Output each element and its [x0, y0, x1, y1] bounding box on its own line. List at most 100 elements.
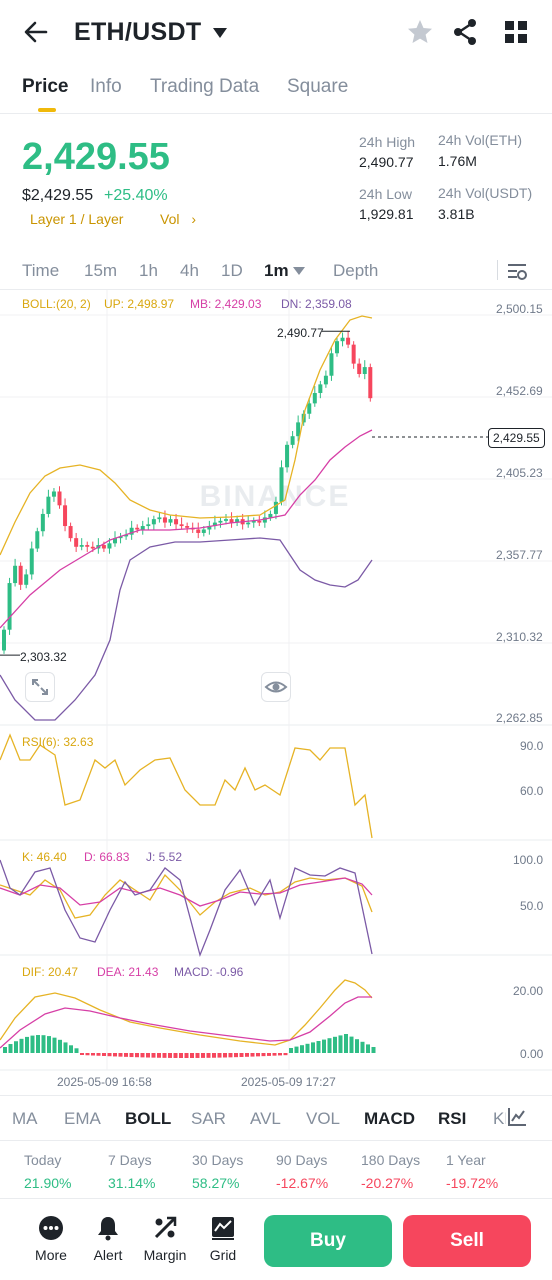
chart-settings-icon[interactable] — [506, 260, 528, 282]
layout-grid-icon[interactable] — [504, 20, 528, 44]
more-button[interactable]: More — [25, 1215, 77, 1263]
perf-value: -19.72% — [446, 1175, 499, 1191]
candle-body — [323, 375, 328, 385]
interval-time[interactable]: Time — [22, 261, 60, 280]
macd-histogram-bar — [333, 1036, 337, 1053]
interval-1h[interactable]: 1h — [139, 261, 158, 280]
favorite-star-icon[interactable] — [406, 18, 434, 46]
caret-down-icon[interactable] — [212, 27, 228, 39]
candle-body — [74, 538, 79, 547]
macd-histogram-bar — [349, 1036, 354, 1053]
indicator-settings-icon[interactable] — [506, 1106, 528, 1128]
macd-histogram-bar — [36, 1035, 40, 1053]
macd-histogram-bar — [272, 1053, 277, 1056]
interval-1d[interactable]: 1D — [221, 261, 243, 280]
vol-usdt-label: 24h Vol(USDT) — [438, 185, 533, 201]
candlestick-chart[interactable]: BINANCE — [0, 290, 552, 1090]
candle-body — [257, 520, 262, 523]
indicator-tab-avl[interactable]: AVL — [250, 1109, 281, 1128]
margin-button[interactable]: Margin — [139, 1215, 191, 1263]
vol-usdt-value: 3.81B — [438, 206, 475, 222]
indicator-tab-rsi[interactable]: RSI — [438, 1109, 467, 1128]
macd-histogram-bar — [168, 1053, 172, 1058]
candle-body — [340, 337, 345, 342]
buy-button[interactable]: Buy — [264, 1215, 392, 1267]
candle-body — [246, 522, 251, 525]
macd-histogram-bar — [162, 1053, 167, 1058]
indicator-tab-boll[interactable]: BOLL — [125, 1109, 172, 1128]
pair-title[interactable]: ETH/USDT — [74, 18, 202, 46]
y-tick: 2,357.77 — [496, 548, 543, 562]
indicator-tab-macd[interactable]: MACD — [364, 1109, 415, 1128]
interval-caret-icon[interactable] — [293, 267, 305, 275]
kdj-k-line — [0, 873, 373, 919]
macd-histogram-bar — [201, 1053, 205, 1058]
low-marker-label: 2,303.32 — [20, 650, 67, 664]
grid-bot-icon — [212, 1217, 234, 1240]
perf-label: 90 Days — [276, 1152, 328, 1168]
header: ETH/USDT — [0, 0, 552, 64]
tab-price[interactable]: Price — [22, 76, 69, 97]
candle-body — [68, 526, 73, 539]
perf-value: 21.90% — [24, 1175, 72, 1191]
tab-info[interactable]: Info — [90, 76, 122, 97]
macd-histogram-bar — [173, 1053, 178, 1058]
indicator-tab-sar[interactable]: SAR — [191, 1109, 226, 1128]
candle-body — [285, 444, 290, 468]
indicator-tab-vol[interactable]: VOL — [306, 1109, 341, 1128]
visibility-button[interactable] — [261, 672, 291, 702]
interval-depth[interactable]: Depth — [333, 261, 379, 280]
macd-histogram-bar — [217, 1053, 222, 1058]
share-icon[interactable] — [452, 18, 478, 46]
perf-label: 180 Days — [361, 1152, 421, 1168]
macd-histogram-bar — [91, 1053, 95, 1056]
macd-histogram-bar — [344, 1034, 348, 1053]
macd-histogram-bar — [212, 1053, 216, 1058]
last-price: 2,429.55 — [22, 136, 170, 178]
macd-tick: 20.00 — [513, 984, 544, 998]
y-tick: 2,452.69 — [496, 384, 543, 398]
macd-histogram-bar — [124, 1053, 128, 1057]
indicator-tab-ma[interactable]: MA — [12, 1109, 38, 1128]
tab-square[interactable]: Square — [287, 76, 349, 97]
candle-body — [346, 337, 351, 345]
candle-body — [151, 519, 156, 525]
macd-histogram-bar — [256, 1053, 260, 1057]
candle-body — [85, 545, 90, 547]
vol-tag[interactable]: Vol › — [160, 211, 196, 227]
kdj-k-label: K: 46.40 — [22, 850, 67, 864]
macd-histogram-bar — [184, 1053, 189, 1058]
interval-15m[interactable]: 15m — [84, 261, 118, 280]
back-arrow-icon[interactable] — [22, 18, 50, 46]
candle-body — [268, 513, 273, 518]
macd-histogram-bar — [129, 1053, 134, 1058]
kdj-d-label: D: 66.83 — [84, 850, 130, 864]
perf-value: -20.27% — [361, 1175, 414, 1191]
indicator-tab-ema[interactable]: EMA — [64, 1109, 101, 1128]
candle-body — [224, 519, 228, 521]
y-tick: 2,310.32 — [496, 630, 543, 644]
macd-histogram-bar — [283, 1053, 288, 1056]
tab-trading-data[interactable]: Trading Data — [150, 76, 260, 97]
active-tab-indicator — [38, 108, 56, 112]
category-tag[interactable]: Layer 1 / Layer — [30, 211, 124, 227]
interval-4h[interactable]: 4h — [180, 261, 199, 280]
current-price-tag: 2,429.55 — [488, 428, 545, 448]
macd-histogram-bar — [289, 1048, 293, 1053]
candle-body — [18, 565, 23, 585]
fullscreen-button[interactable] — [25, 672, 55, 702]
alert-button[interactable]: Alert — [82, 1215, 134, 1263]
macd-histogram-bar — [228, 1053, 233, 1058]
macd-histogram-bar — [25, 1036, 29, 1053]
macd-histogram-bar — [107, 1053, 112, 1057]
rsi-tick: 60.0 — [520, 784, 544, 798]
interval-bar: Time 15m 1h 4h 1D 1m Depth — [0, 252, 552, 290]
sell-button[interactable]: Sell — [403, 1215, 531, 1267]
perf-label: Today — [24, 1152, 62, 1168]
macd-histogram-bar — [118, 1053, 123, 1057]
candle-body — [179, 524, 184, 527]
interval-1m[interactable]: 1m — [264, 261, 289, 280]
grid-button[interactable]: Grid — [197, 1215, 249, 1263]
macd-histogram-bar — [366, 1044, 370, 1053]
high-label: 24h High — [359, 134, 416, 150]
